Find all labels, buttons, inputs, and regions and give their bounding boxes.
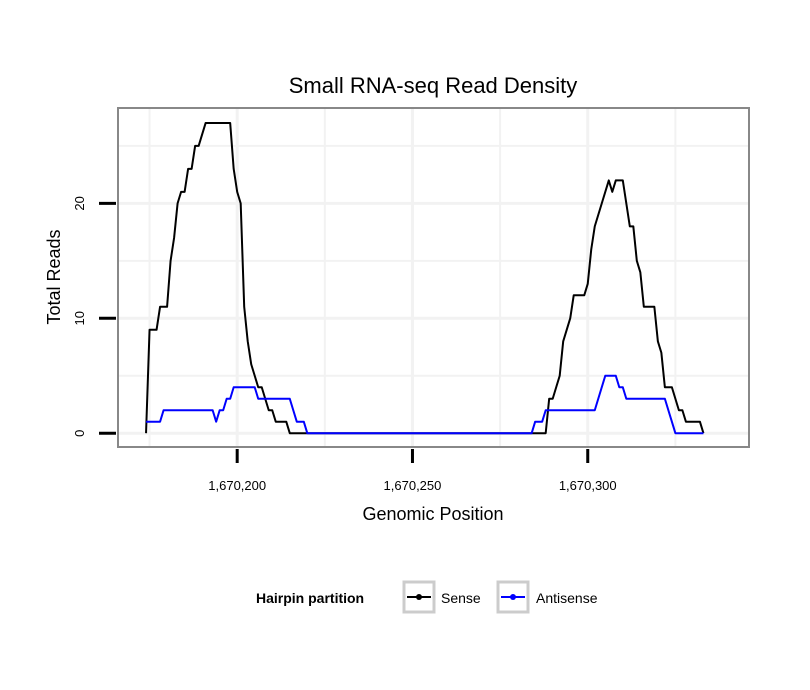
y-tick-label: 0 (72, 430, 87, 437)
grid-layer (118, 108, 749, 447)
plot-border (117, 107, 750, 448)
x-tick-label: 1,670,250 (384, 478, 442, 493)
legend-label-antisense: Antisense (536, 590, 598, 606)
chart-title: Small RNA-seq Read Density (289, 73, 578, 98)
legend-label-sense: Sense (441, 590, 481, 606)
x-tick-label: 1,670,200 (208, 478, 266, 493)
legend-item-antisense: Antisense (496, 580, 598, 614)
y-tick-label: 10 (72, 311, 87, 325)
series-layer (145, 121, 705, 435)
series-line-antisense (146, 374, 704, 435)
legend: Hairpin partition Sense Antisense (256, 580, 598, 614)
ticks-layer: 1,670,200 1,670,250 1,670,300 0 10 20 (72, 196, 617, 493)
legend-marker-antisense (510, 594, 516, 600)
y-axis-title: Total Reads (44, 229, 64, 324)
legend-marker-sense (416, 594, 422, 600)
x-tick-label: 1,670,300 (559, 478, 617, 493)
legend-title: Hairpin partition (256, 590, 364, 606)
x-axis-title: Genomic Position (362, 504, 503, 524)
legend-item-sense: Sense (402, 580, 481, 614)
y-tick-label: 20 (72, 196, 87, 210)
series-line-sense (145, 121, 705, 435)
